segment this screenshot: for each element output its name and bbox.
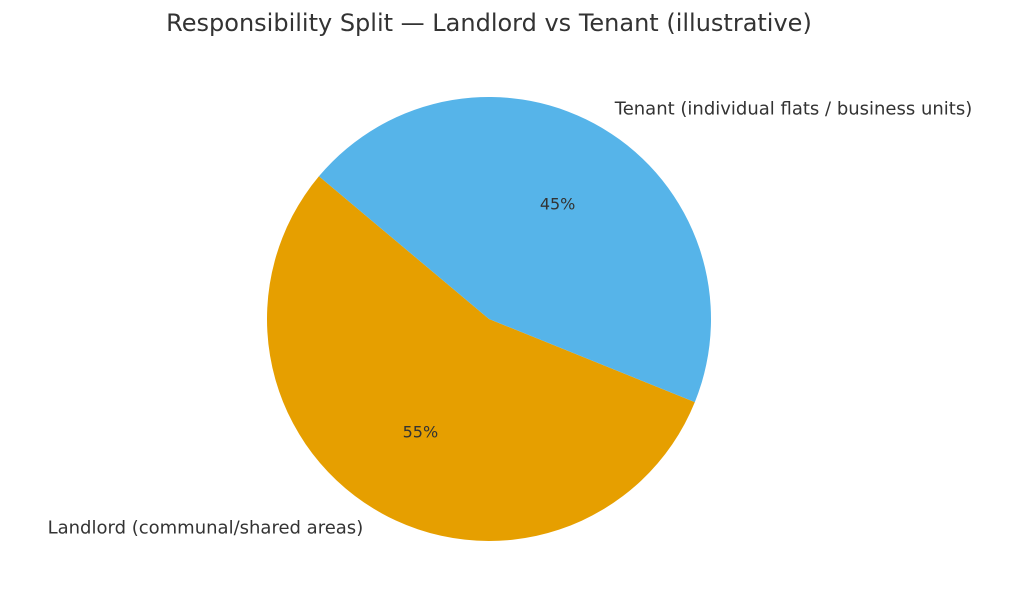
category-label: Tenant (individual flats / business unit… xyxy=(614,99,973,120)
category-label: Landlord (communal/shared areas) xyxy=(48,517,364,538)
chart-title: Responsibility Split — Landlord vs Tenan… xyxy=(166,9,812,37)
percent-label: 45% xyxy=(540,194,576,213)
percent-label: 55% xyxy=(403,423,439,442)
pie-slice xyxy=(318,97,711,403)
pie-slice xyxy=(267,176,695,542)
